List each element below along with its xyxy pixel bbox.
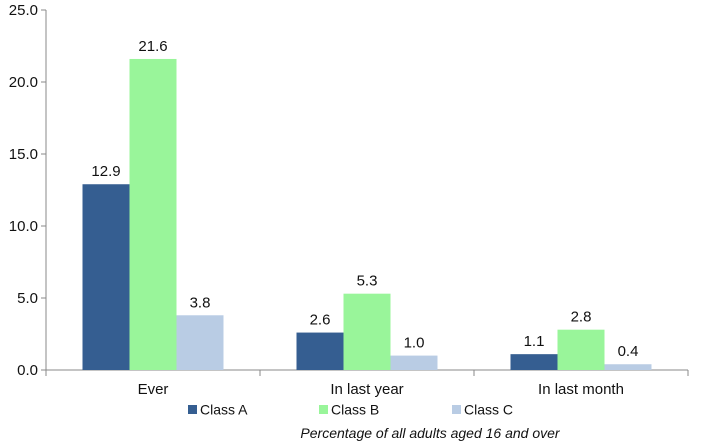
- data-label: 2.8: [571, 309, 592, 326]
- data-labels: 12.9 21.6 3.8 2.6 5.3 1.0 1.1 2.8 0.4: [91, 38, 638, 360]
- bar: [604, 364, 652, 370]
- x-category-label: In last year: [330, 381, 403, 398]
- chart-caption: Percentage of all adults aged 16 and ove…: [300, 425, 561, 441]
- bar: [296, 332, 344, 370]
- data-label: 12.9: [91, 163, 120, 180]
- data-label: 5.3: [357, 273, 378, 290]
- bar: [557, 329, 605, 370]
- y-tick-label: 5.0: [17, 290, 38, 307]
- y-tick-label: 15.0: [9, 146, 38, 163]
- data-label: 3.8: [190, 294, 211, 311]
- legend-label: Class A: [200, 402, 248, 418]
- y-axis: 0.0 5.0 10.0 15.0 20.0 25.0: [9, 2, 47, 379]
- data-label: 21.6: [138, 38, 167, 55]
- legend-swatch: [188, 405, 197, 414]
- x-axis: Ever In last year In last month: [45, 369, 689, 398]
- bar: [176, 315, 224, 370]
- data-label: 1.0: [404, 335, 425, 352]
- data-label: 0.4: [618, 343, 639, 360]
- bar: [343, 293, 391, 370]
- data-label: 1.1: [524, 333, 545, 350]
- bar: [82, 184, 130, 370]
- legend-swatch: [452, 405, 461, 414]
- y-tick-label: 0.0: [17, 362, 38, 379]
- legend: Class A Class B Class C: [188, 402, 513, 418]
- legend-swatch: [319, 405, 328, 414]
- y-tick-label: 20.0: [9, 74, 38, 91]
- bar: [390, 355, 438, 370]
- bar: [129, 58, 177, 371]
- data-label: 2.6: [310, 312, 331, 329]
- x-category-label: In last month: [538, 381, 624, 398]
- y-tick-label: 25.0: [9, 2, 38, 19]
- legend-label: Class B: [331, 402, 379, 418]
- y-tick-label: 10.0: [9, 218, 38, 235]
- bars: [82, 58, 652, 371]
- legend-label: Class C: [464, 402, 513, 418]
- bar: [510, 354, 558, 370]
- x-category-label: Ever: [138, 381, 169, 398]
